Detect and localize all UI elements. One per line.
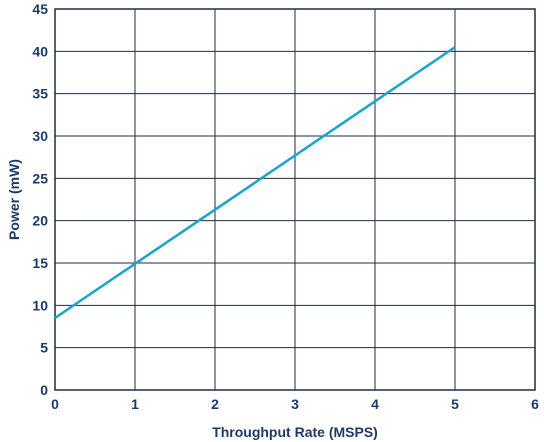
y-tick-label: 35 — [32, 86, 48, 102]
x-tick-label: 3 — [291, 396, 299, 412]
x-tick-label: 0 — [51, 396, 59, 412]
series-line — [54, 46, 456, 320]
y-tick-label: 40 — [32, 43, 48, 59]
x-tick-labels: 0 1 2 3 4 5 6 — [51, 396, 539, 412]
y-tick-label: 5 — [40, 340, 48, 356]
y-tick-label: 10 — [32, 297, 48, 313]
y-tick-labels: 0 5 10 15 20 25 30 35 40 45 — [32, 1, 48, 398]
x-tick-label: 6 — [531, 396, 539, 412]
y-axis-title: Power (mW) — [6, 159, 22, 240]
y-tick-label: 20 — [32, 213, 48, 229]
x-tick-label: 1 — [131, 396, 139, 412]
x-tick-label: 2 — [211, 396, 219, 412]
y-tick-label: 15 — [32, 255, 48, 271]
y-tick-label: 0 — [40, 382, 48, 398]
series-marks — [54, 46, 456, 320]
x-axis-title: Throughput Rate (MSPS) — [212, 424, 378, 440]
x-tick-label: 4 — [371, 396, 379, 412]
x-tick-label: 5 — [451, 396, 459, 412]
y-tick-label: 25 — [32, 170, 48, 186]
y-tick-label: 45 — [32, 1, 48, 17]
plot-frame — [54, 8, 536, 391]
y-tick-label: 30 — [32, 128, 48, 144]
grid — [54, 8, 536, 391]
